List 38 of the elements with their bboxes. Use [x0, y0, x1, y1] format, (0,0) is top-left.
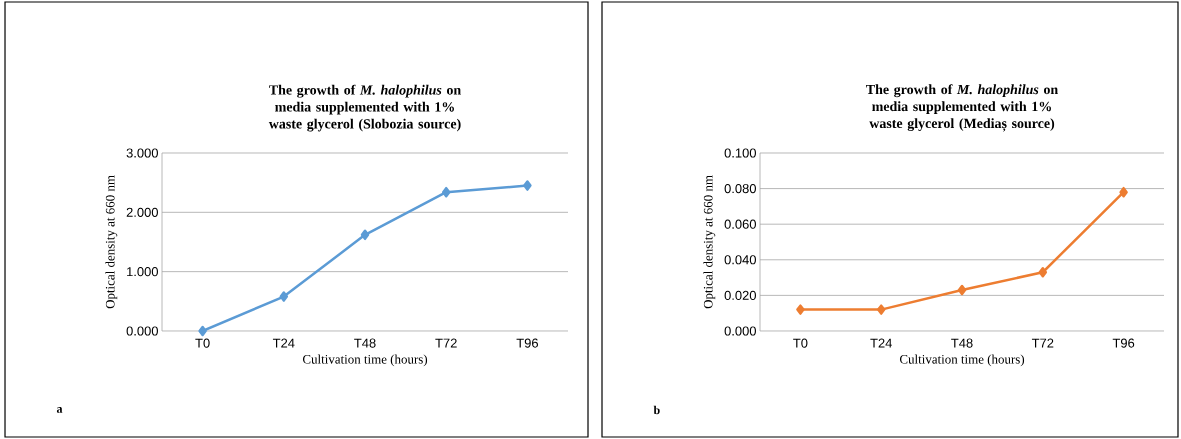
y-tick-label: 0.020 [724, 290, 756, 300]
point [876, 304, 886, 315]
point [279, 291, 289, 302]
y-tick-label: 0.060 [724, 219, 756, 229]
y-tick-label: 0.040 [724, 255, 756, 265]
point [523, 180, 532, 191]
chart-title: The growth of M. halophilus on media supplemented with 1% waste glycerol (Slobozia source) [268, 84, 461, 132]
y-tick-label: 0.000 [126, 326, 158, 336]
y-tick-label: 1.000 [127, 267, 158, 277]
text: a [56, 407, 63, 413]
y-tick-label: 0.100 [724, 148, 756, 158]
x-axis-title: Cultivation time (hours) [302, 354, 428, 367]
x-tick-label: T96 [516, 338, 538, 348]
x-tick-label: T24 [870, 338, 892, 348]
y-tick-label: 2.000 [126, 207, 158, 217]
point [957, 284, 967, 296]
text: b [653, 405, 660, 415]
point [198, 325, 207, 337]
point [360, 229, 370, 241]
x-tick-label: T72 [1031, 338, 1054, 348]
x-tick-label: T0 [793, 338, 808, 348]
x-tick-label: T0 [195, 338, 210, 348]
x-tick-label: T24 [272, 338, 295, 348]
y-tick-label: 0.000 [724, 326, 756, 336]
y-axis-title: Optical density at 660 nm [105, 175, 118, 309]
y-axis-title: Optical density at 660 nm [703, 175, 716, 309]
x-tick-label: T48 [951, 338, 973, 348]
point [1119, 186, 1128, 198]
chart-title: The growth of M. halophilus on media supplemented with 1% waste glycerol (Mediaș source) [866, 84, 1058, 132]
point [1038, 267, 1048, 278]
x-tick-label: T96 [1112, 338, 1135, 348]
point [441, 186, 451, 198]
y-tick-label: 0.080 [724, 184, 756, 194]
x-tick-label: T48 [354, 338, 376, 348]
point [796, 304, 805, 315]
x-tick-label: T72 [435, 338, 457, 348]
x-axis-title: Cultivation time (hours) [899, 354, 1025, 367]
y-tick-label: 3.000 [126, 148, 158, 158]
